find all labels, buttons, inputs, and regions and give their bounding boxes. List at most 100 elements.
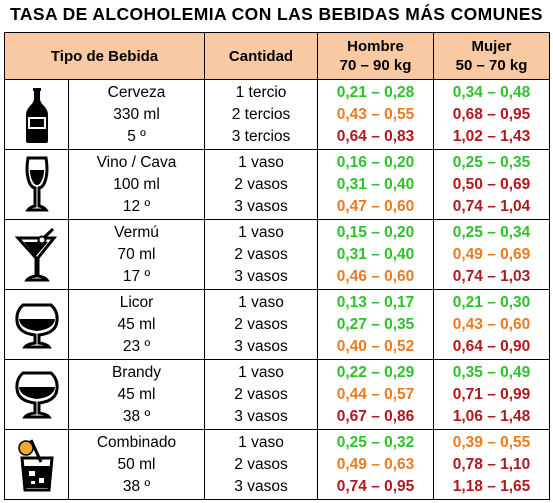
women-value: 0,25 – 0,35 bbox=[452, 153, 531, 171]
drink-volume: 100 ml bbox=[113, 175, 160, 193]
page-title: TASA DE ALCOHOLEMIA CON LAS BEBIDAS MÁS … bbox=[10, 4, 543, 24]
women-value: 0,49 – 0,69 bbox=[452, 245, 531, 263]
quantity-value: 3 vasos bbox=[234, 198, 288, 216]
men-range: 0,16 – 0,20 0,31 – 0,40 0,47 – 0,60 bbox=[317, 149, 435, 220]
men-value: 0,27 – 0,35 bbox=[336, 315, 415, 333]
drink-name: Brandy bbox=[111, 363, 162, 381]
drink-quantity: 1 vaso 2 vasos 3 vasos bbox=[204, 359, 319, 430]
alcohol-table: Tipo de Bebida Cantidad Hombre 70 – 90 k… bbox=[3, 32, 551, 500]
drink-info: Vino / Cava 100 ml 12 º bbox=[67, 149, 206, 220]
quantity-value: 3 vasos bbox=[234, 268, 288, 286]
drink-info: Combinado 50 ml 38 º bbox=[67, 429, 206, 500]
drink-name: Cerveza bbox=[107, 83, 166, 101]
men-value: 0,64 – 0,83 bbox=[336, 128, 415, 146]
drink-name: Vermú bbox=[114, 223, 159, 241]
header-hombre-weight: 70 – 90 kg bbox=[339, 57, 412, 74]
drink-row: Cerveza 330 ml 5 º 1 tercio 2 tercios 3 terci… bbox=[4, 79, 551, 150]
drink-row: Licor 45 ml 23 º 1 vaso 2 vasos 3 vasos 0,13 –… bbox=[4, 289, 551, 360]
men-value: 0,47 – 0,60 bbox=[336, 198, 415, 216]
quantity-value: 3 vasos bbox=[234, 478, 288, 496]
men-range: 0,13 – 0,17 0,27 – 0,35 0,40 – 0,52 bbox=[317, 289, 435, 360]
drink-degree: 17 º bbox=[122, 268, 151, 286]
men-value: 0,13 – 0,17 bbox=[336, 293, 415, 311]
quantity-value: 3 vasos bbox=[234, 408, 288, 426]
drink-info: Licor 45 ml 23 º bbox=[67, 289, 206, 360]
quantity-value: 1 vaso bbox=[238, 153, 284, 171]
men-value: 0,43 – 0,55 bbox=[336, 105, 415, 123]
drink-volume: 50 ml bbox=[117, 455, 156, 473]
men-range: 0,15 – 0,20 0,31 – 0,40 0,46 – 0,60 bbox=[317, 219, 435, 290]
quantity-value: 1 vaso bbox=[238, 293, 284, 311]
header-hombre: Hombre 70 – 90 kg bbox=[317, 32, 435, 80]
men-value: 0,46 – 0,60 bbox=[336, 268, 415, 286]
drink-info: Brandy 45 ml 38 º bbox=[67, 359, 206, 430]
drink-row: Combinado 50 ml 38 º 1 vaso 2 vasos 3 vasos 0,… bbox=[4, 429, 551, 500]
women-value: 1,02 – 1,43 bbox=[452, 128, 531, 146]
quantity-value: 2 vasos bbox=[234, 455, 288, 473]
header-mujer: Mujer 50 – 70 kg bbox=[433, 32, 551, 80]
drink-volume: 330 ml bbox=[113, 105, 160, 123]
drink-quantity: 1 vaso 2 vasos 3 vasos bbox=[204, 429, 319, 500]
quantity-value: 2 vasos bbox=[234, 175, 288, 193]
snifter-glass-icon bbox=[4, 289, 69, 360]
drink-degree: 5 º bbox=[127, 128, 146, 146]
champagne-glass-icon bbox=[4, 149, 69, 220]
women-value: 0,71 – 0,99 bbox=[452, 385, 531, 403]
drink-name: Combinado bbox=[96, 433, 177, 451]
drink-name: Vino / Cava bbox=[96, 153, 177, 171]
men-value: 0,67 – 0,86 bbox=[336, 408, 415, 426]
header-cantidad: Cantidad bbox=[204, 32, 319, 80]
drink-quantity: 1 vaso 2 vasos 3 vasos bbox=[204, 149, 319, 220]
quantity-value: 1 vaso bbox=[238, 433, 284, 451]
quantity-value: 3 tercios bbox=[231, 128, 291, 146]
women-range: 0,34 – 0,48 0,68 – 0,95 1,02 – 1,43 bbox=[433, 79, 551, 150]
drink-quantity: 1 tercio 2 tercios 3 tercios bbox=[204, 79, 319, 150]
drink-row: Vermú 70 ml 17 º 1 vaso 2 vasos 3 vasos 0,15 –… bbox=[4, 219, 551, 290]
header-tipo: Tipo de Bebida bbox=[3, 32, 206, 80]
men-range: 0,22 – 0,29 0,44 – 0,57 0,67 – 0,86 bbox=[317, 359, 435, 430]
drink-degree: 23 º bbox=[122, 338, 151, 356]
women-value: 0,74 – 1,03 bbox=[452, 268, 531, 286]
women-value: 0,50 – 0,69 bbox=[452, 175, 531, 193]
women-range: 0,21 – 0,30 0,43 – 0,60 0,64 – 0,90 bbox=[433, 289, 551, 360]
quantity-value: 3 vasos bbox=[234, 338, 288, 356]
drink-row: Vino / Cava 100 ml 12 º 1 vaso 2 vasos 3 vaso… bbox=[4, 149, 551, 220]
header-mujer-label: Mujer bbox=[471, 38, 512, 55]
header-row: Tipo de Bebida Cantidad Hombre 70 – 90 k… bbox=[3, 32, 551, 80]
women-value: 0,78 – 1,10 bbox=[452, 455, 531, 473]
quantity-value: 1 tercio bbox=[235, 83, 287, 101]
women-value: 0,35 – 0,49 bbox=[452, 363, 531, 381]
women-value: 0,74 – 1,04 bbox=[452, 198, 531, 216]
men-value: 0,16 – 0,20 bbox=[336, 153, 415, 171]
women-value: 0,34 – 0,48 bbox=[452, 83, 531, 101]
men-value: 0,22 – 0,29 bbox=[336, 363, 415, 381]
men-value: 0,31 – 0,40 bbox=[336, 245, 415, 263]
drink-info: Vermú 70 ml 17 º bbox=[67, 219, 206, 290]
women-range: 0,25 – 0,34 0,49 – 0,69 0,74 – 1,03 bbox=[433, 219, 551, 290]
drink-info: Cerveza 330 ml 5 º bbox=[67, 79, 206, 150]
brandy-glass-icon bbox=[4, 359, 69, 430]
drink-name: Licor bbox=[119, 293, 154, 311]
women-value: 0,39 – 0,55 bbox=[452, 433, 531, 451]
men-value: 0,25 – 0,32 bbox=[336, 433, 415, 451]
drink-row: Brandy 45 ml 38 º 1 vaso 2 vasos 3 vasos 0,22 … bbox=[4, 359, 551, 430]
men-range: 0,25 – 0,32 0,49 – 0,63 0,74 – 0,95 bbox=[317, 429, 435, 500]
women-value: 0,21 – 0,30 bbox=[452, 293, 531, 311]
beer-bottle-icon bbox=[4, 79, 69, 150]
men-value: 0,44 – 0,57 bbox=[336, 385, 415, 403]
men-range: 0,21 – 0,28 0,43 – 0,55 0,64 – 0,83 bbox=[317, 79, 435, 150]
men-value: 0,40 – 0,52 bbox=[336, 338, 415, 356]
quantity-value: 2 vasos bbox=[234, 315, 288, 333]
women-value: 0,68 – 0,95 bbox=[452, 105, 531, 123]
drink-volume: 45 ml bbox=[117, 385, 156, 403]
women-value: 1,06 – 1,48 bbox=[452, 408, 531, 426]
drink-quantity: 1 vaso 2 vasos 3 vasos bbox=[204, 219, 319, 290]
women-range: 0,25 – 0,35 0,50 – 0,69 0,74 – 1,04 bbox=[433, 149, 551, 220]
women-value: 0,43 – 0,60 bbox=[452, 315, 531, 333]
quantity-value: 2 tercios bbox=[231, 105, 291, 123]
women-range: 0,39 – 0,55 0,78 – 1,10 1,18 – 1,65 bbox=[433, 429, 551, 500]
women-range: 0,35 – 0,49 0,71 – 0,99 1,06 – 1,48 bbox=[433, 359, 551, 430]
men-value: 0,74 – 0,95 bbox=[336, 478, 415, 496]
quantity-value: 1 vaso bbox=[238, 223, 284, 241]
drink-degree: 12 º bbox=[122, 198, 151, 216]
